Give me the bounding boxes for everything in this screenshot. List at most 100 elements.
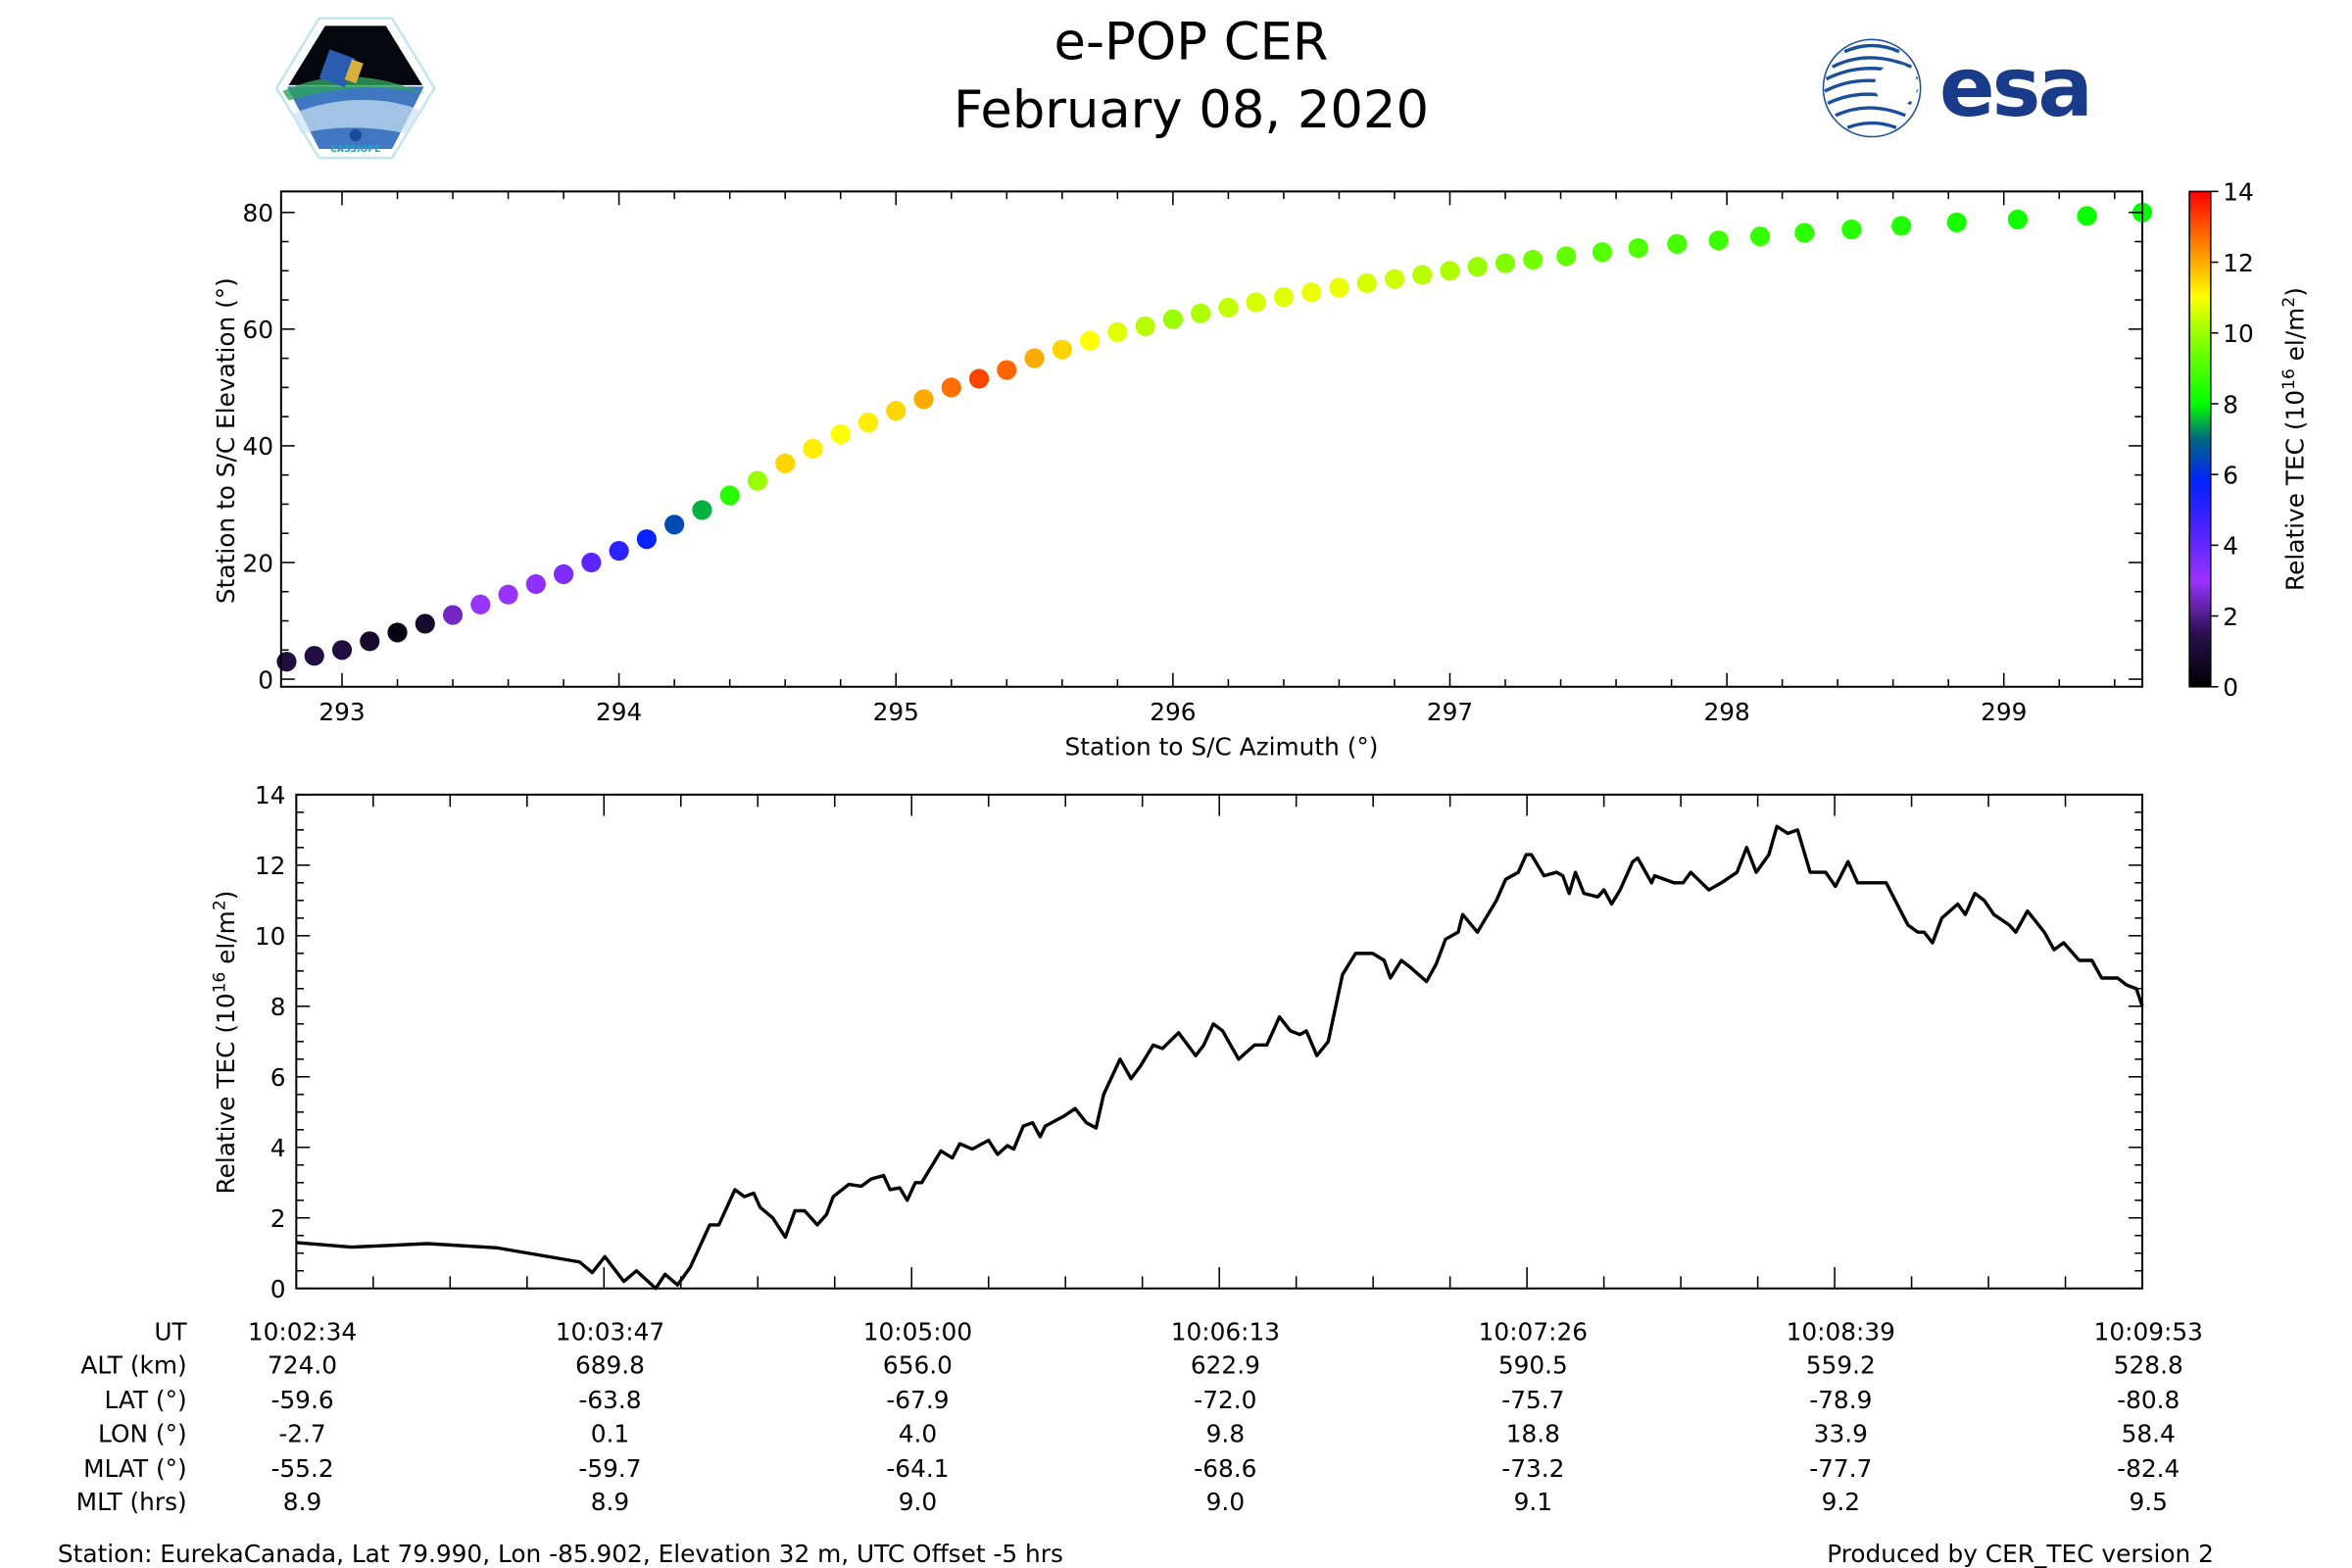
x-tick-label: 297 (1427, 698, 1473, 726)
table-cell: -64.1 (886, 1454, 949, 1483)
table-cell: 8.9 (591, 1488, 629, 1516)
scatter-point (968, 368, 990, 389)
scatter-point (1891, 216, 1912, 236)
bottom-plot-frame (295, 793, 2144, 1290)
scatter-point (1080, 330, 1101, 351)
bottom-plot-y-label: Relative TEC (1016 el/m2) (210, 891, 239, 1195)
cassiope-logo-text: CASSIOPE (330, 144, 381, 155)
table-cell: -77.7 (1809, 1454, 1872, 1483)
scatter-point (415, 613, 435, 634)
table-cell: 622.9 (1191, 1351, 1260, 1380)
table-cell: 10:03:47 (556, 1317, 664, 1346)
table-row-label: MLAT (°) (83, 1454, 187, 1483)
scatter-point (1749, 226, 1771, 247)
scatter-point (1107, 321, 1128, 342)
produced-by: Produced by CER_TEC version 2 (1827, 1540, 2214, 1568)
scatter-point (1440, 261, 1460, 281)
scatter-point (360, 631, 380, 652)
station-info: Station: EurekaCanada, Lat 79.990, Lon -… (58, 1540, 1063, 1568)
scatter-point (1329, 277, 1349, 298)
y-tick-label: 2 (270, 1204, 286, 1233)
scatter-point (775, 453, 796, 473)
scatter-point (1301, 282, 1322, 303)
scatter-point (830, 423, 851, 445)
table-cell: -78.9 (1809, 1386, 1872, 1414)
table-cell: -82.4 (2117, 1454, 2180, 1483)
top-plot-frame (279, 190, 2144, 688)
scatter-point (1592, 242, 1613, 263)
table-cell: 58.4 (2122, 1419, 2176, 1447)
colorbar-gradient (2188, 190, 2212, 688)
table-cell: 8.9 (283, 1488, 321, 1516)
table-cell: 528.8 (2114, 1351, 2183, 1380)
cassiope-logo: CASSIOPE (274, 17, 436, 160)
scatter-point (1467, 257, 1488, 277)
scatter-point (941, 377, 961, 398)
scatter-point (331, 640, 353, 661)
scatter-point (1794, 222, 1815, 243)
x-tick-label: 296 (1150, 698, 1196, 726)
figure-title: e-POP CER (1054, 12, 1329, 72)
scatter-point (554, 564, 574, 584)
elevation-azimuth-scatter-plot: 293 294 295 296 297 298 299 0 20 40 60 80 Station t… (212, 190, 2153, 761)
colorbar-tick-label: 0 (2223, 673, 2238, 702)
x-tick-label: 295 (873, 698, 919, 726)
scatter-point (498, 584, 518, 605)
scatter-point (997, 360, 1017, 380)
scatter-point (1218, 297, 1239, 318)
scatter-point (886, 401, 906, 421)
y-tick-label: 10 (255, 922, 286, 951)
scatter-point (1412, 265, 1433, 285)
y-tick-label: 12 (255, 852, 286, 880)
table-cell: 9.0 (899, 1488, 937, 1516)
scatter-point (747, 470, 768, 491)
x-tick-label: 298 (1703, 698, 1749, 726)
y-tick-label: 14 (255, 781, 286, 809)
table-row-label: UT (154, 1317, 187, 1346)
table-cell: -63.8 (578, 1386, 641, 1414)
top-plot-x-label: Station to S/C Azimuth (°) (1065, 733, 1379, 761)
y-tick-label: 0 (270, 1275, 286, 1303)
table-cell: 590.5 (1498, 1351, 1568, 1380)
table-cell: -59.7 (578, 1454, 641, 1483)
table-cell: 0.1 (591, 1419, 629, 1447)
scatter-point (387, 622, 408, 643)
scatter-point (858, 413, 879, 433)
scatter-point (913, 389, 934, 410)
table-cell: 724.0 (268, 1351, 337, 1380)
scatter-point (442, 605, 464, 625)
scatter-point (1708, 230, 1729, 251)
table-cell: 9.2 (1822, 1488, 1860, 1516)
table-cell: -68.6 (1194, 1454, 1256, 1483)
scatter-point (1667, 233, 1688, 255)
table-row-label: ALT (km) (80, 1351, 186, 1380)
table-row-label: LAT (°) (104, 1386, 186, 1414)
table-cell: 10:05:00 (863, 1317, 972, 1346)
table-cell: 9.1 (1514, 1488, 1552, 1516)
scatter-point (719, 485, 740, 506)
scatter-point (1052, 339, 1072, 360)
table-cell: 656.0 (883, 1351, 953, 1380)
scatter-point (609, 540, 629, 562)
table-cell: 689.8 (575, 1351, 645, 1380)
table-cell: 10:08:39 (1787, 1317, 1895, 1346)
scatter-point (1191, 303, 1211, 323)
scatter-point (636, 529, 657, 550)
figure-date: February 08, 2020 (954, 80, 1429, 140)
tec-time-series-plot: 0 2 4 6 8 10 12 14 Relative TEC (1016 el/m2) (210, 781, 2144, 1303)
scatter-point (2077, 206, 2097, 226)
scatter-point (1841, 219, 1862, 240)
scatter-point (581, 552, 602, 573)
colorbar-tick-label: 14 (2223, 178, 2254, 207)
table-cell: -67.9 (886, 1386, 949, 1414)
y-tick-label: 6 (270, 1063, 286, 1092)
colorbar-tick-label: 12 (2223, 249, 2254, 277)
table-cell: -75.7 (1501, 1386, 1564, 1414)
x-tick-label: 294 (596, 698, 642, 726)
x-tick-label: 293 (318, 698, 365, 726)
scatter-point (692, 500, 712, 520)
y-tick-label: 20 (243, 549, 274, 577)
colorbar-tick-label: 2 (2223, 603, 2238, 631)
y-tick-label: 40 (243, 432, 274, 461)
